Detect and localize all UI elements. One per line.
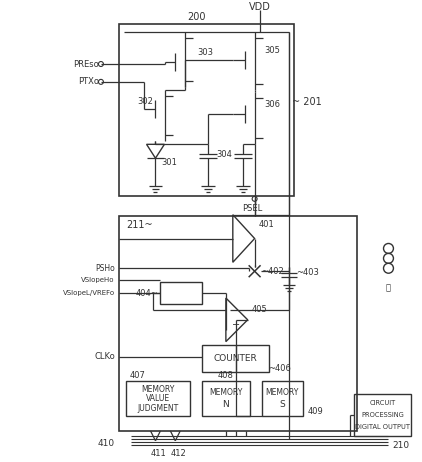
- Text: PTXo: PTXo: [78, 77, 99, 86]
- Text: VSlopeHo: VSlopeHo: [81, 277, 115, 283]
- Text: COUNTER: COUNTER: [214, 354, 258, 363]
- Text: S: S: [279, 400, 285, 409]
- Text: PSEL: PSEL: [243, 204, 263, 213]
- Bar: [354, 394, 411, 436]
- Text: JUDGMENT: JUDGMENT: [137, 404, 179, 413]
- Text: 408: 408: [218, 371, 234, 380]
- Bar: [119, 24, 294, 196]
- Text: CLKo: CLKo: [94, 352, 115, 361]
- Text: PREso: PREso: [73, 60, 99, 68]
- Text: 302: 302: [138, 97, 154, 106]
- Text: MEMORY: MEMORY: [209, 388, 243, 397]
- Bar: [119, 216, 357, 431]
- Text: DIGITAL OUTPUT: DIGITAL OUTPUT: [355, 424, 410, 430]
- Text: 401: 401: [259, 220, 274, 229]
- Text: ~ 201: ~ 201: [292, 97, 322, 107]
- Text: 306: 306: [265, 100, 281, 109]
- Bar: [126, 381, 190, 416]
- Text: 200: 200: [187, 12, 206, 23]
- Text: CIRCUIT: CIRCUIT: [369, 400, 396, 406]
- Text: 409: 409: [307, 407, 323, 415]
- Text: 303: 303: [197, 48, 213, 57]
- Text: VALUE: VALUE: [146, 394, 170, 403]
- Text: VDD: VDD: [249, 2, 271, 12]
- Text: ~403: ~403: [296, 267, 319, 277]
- Bar: [202, 381, 250, 416]
- Text: MEMORY: MEMORY: [266, 388, 299, 397]
- Text: 210: 210: [392, 441, 409, 450]
- Bar: [262, 381, 303, 416]
- Text: ~402: ~402: [261, 267, 284, 276]
- Text: 304: 304: [216, 150, 232, 159]
- Text: 407: 407: [130, 371, 146, 380]
- Text: PROCESSING: PROCESSING: [361, 412, 404, 418]
- Text: 211~: 211~: [127, 219, 153, 230]
- Text: N: N: [222, 400, 229, 409]
- Text: VSlopeL/VREFo: VSlopeL/VREFo: [63, 290, 115, 296]
- Text: MEMORY: MEMORY: [141, 385, 175, 394]
- Text: ~406: ~406: [268, 364, 291, 373]
- Text: 411: 411: [151, 449, 166, 458]
- Text: PSHo: PSHo: [95, 264, 115, 273]
- Text: −: −: [232, 320, 240, 330]
- Bar: [160, 282, 202, 304]
- Text: 410: 410: [98, 439, 115, 448]
- Text: 412: 412: [170, 449, 186, 458]
- Text: ⏚: ⏚: [386, 284, 391, 292]
- Text: 301: 301: [162, 158, 177, 167]
- Text: 404~: 404~: [135, 289, 158, 298]
- Text: 405: 405: [252, 305, 268, 315]
- Text: 305: 305: [265, 46, 280, 55]
- Bar: [202, 345, 270, 372]
